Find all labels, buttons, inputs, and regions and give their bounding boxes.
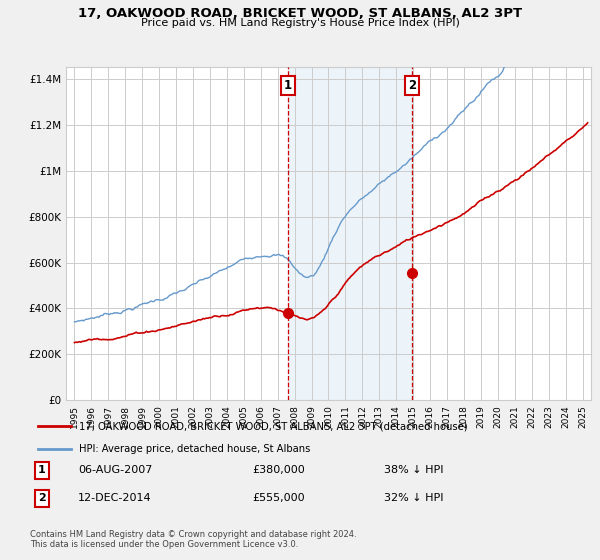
Text: Contains HM Land Registry data © Crown copyright and database right 2024.: Contains HM Land Registry data © Crown c… [30, 530, 356, 539]
Bar [288, 67, 412, 400]
Text: 06-AUG-2007: 06-AUG-2007 [78, 465, 152, 475]
Text: 12-DEC-2014: 12-DEC-2014 [78, 493, 152, 503]
Text: 17, OAKWOOD ROAD, BRICKET WOOD, ST ALBANS, AL2 3PT: 17, OAKWOOD ROAD, BRICKET WOOD, ST ALBAN… [78, 7, 522, 20]
Text: Price paid vs. HM Land Registry's House Price Index (HPI): Price paid vs. HM Land Registry's House … [140, 18, 460, 28]
Text: 17, OAKWOOD ROAD, BRICKET WOOD, ST ALBANS, AL2 3PT (detached house): 17, OAKWOOD ROAD, BRICKET WOOD, ST ALBAN… [79, 421, 467, 431]
Text: £380,000: £380,000 [252, 465, 305, 475]
Text: This data is licensed under the Open Government Licence v3.0.: This data is licensed under the Open Gov… [30, 540, 298, 549]
Text: 38% ↓ HPI: 38% ↓ HPI [384, 465, 443, 475]
Text: £555,000: £555,000 [252, 493, 305, 503]
Text: 1: 1 [284, 79, 292, 92]
Text: HPI: Average price, detached house, St Albans: HPI: Average price, detached house, St A… [79, 444, 310, 454]
Text: 2: 2 [38, 493, 46, 503]
Text: 2: 2 [408, 79, 416, 92]
Text: 1: 1 [38, 465, 46, 475]
Text: 32% ↓ HPI: 32% ↓ HPI [384, 493, 443, 503]
